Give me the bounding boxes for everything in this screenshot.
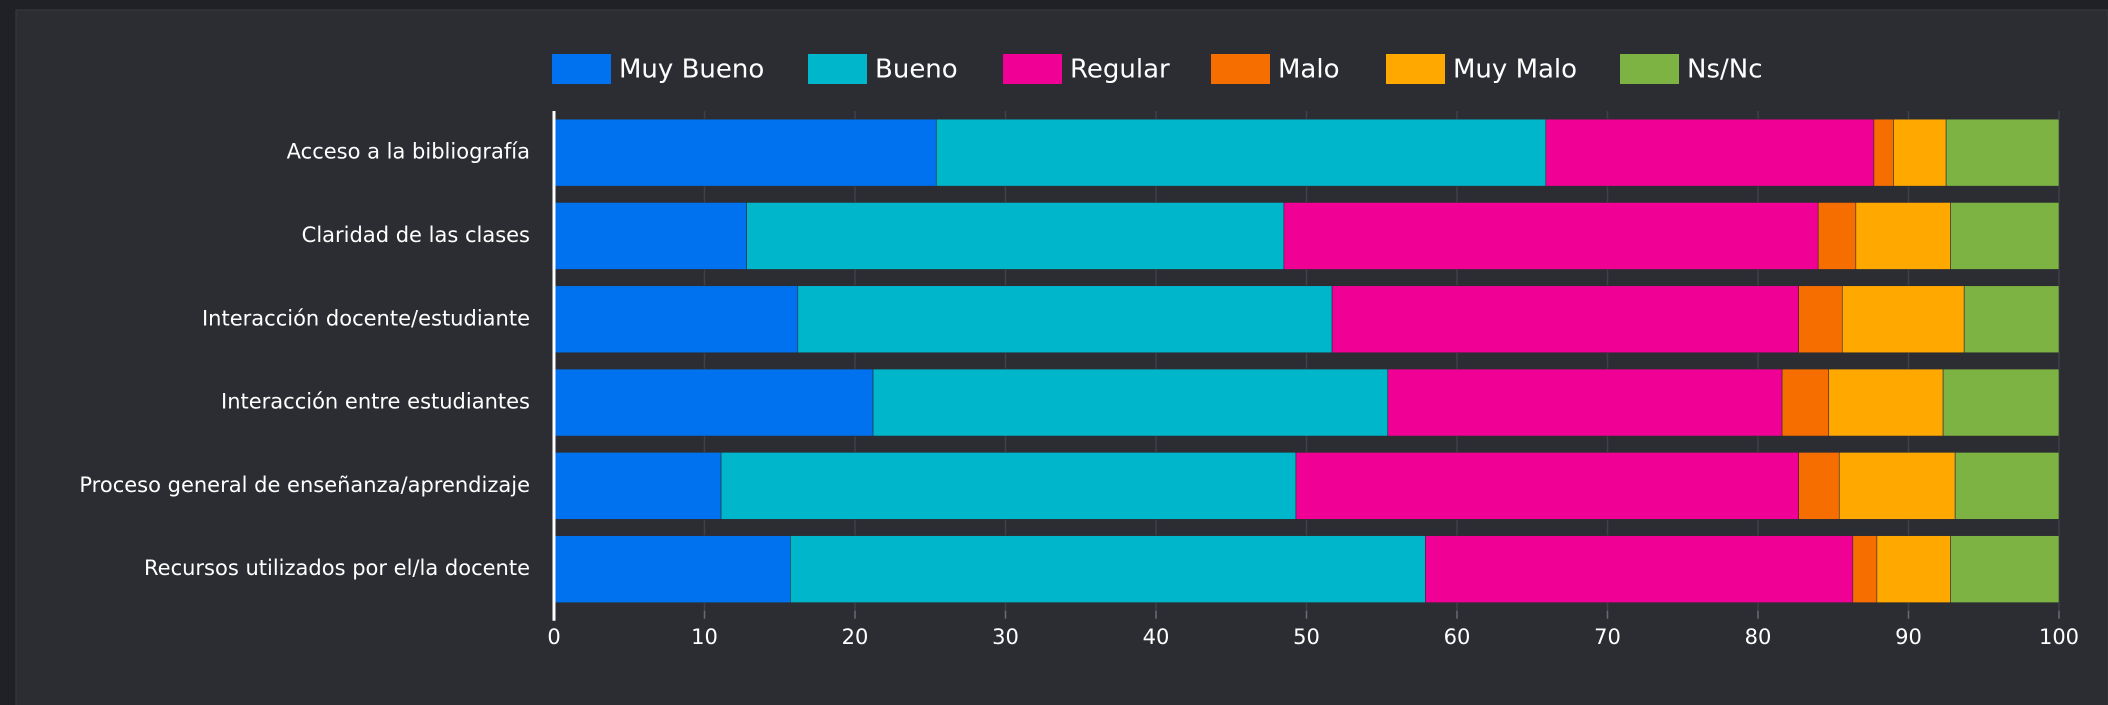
bar-segment [553, 452, 722, 520]
bar-segment [1798, 452, 1840, 520]
bar-segment [1855, 202, 1951, 270]
legend-swatch [1386, 54, 1445, 84]
x-tick-label: 40 [1143, 625, 1170, 649]
legend-label: Muy Malo [1453, 55, 1577, 85]
bar-segment [553, 118, 937, 187]
bar-segment [935, 118, 1547, 187]
legend-swatch [552, 54, 611, 84]
bar-segment [1950, 535, 2060, 603]
bar-segment [553, 202, 747, 270]
bar-segment [872, 368, 1389, 437]
y-tick-label: Proceso general de enseñanza/aprendizaje [79, 473, 530, 497]
legend-swatch [1211, 54, 1270, 84]
bar-segment [797, 285, 1333, 354]
legend-label: Bueno [875, 55, 958, 85]
legend-label: Malo [1278, 55, 1340, 85]
legend-swatch [808, 54, 867, 84]
bar-segment [1545, 118, 1875, 187]
x-tick-label: 0 [547, 625, 560, 649]
x-tick-label: 20 [842, 625, 869, 649]
bar-segment [1852, 535, 1878, 603]
bar-segment [1798, 285, 1843, 354]
bar-segment [746, 202, 1285, 270]
y-tick-label: Recursos utilizados por el/la docente [144, 556, 530, 580]
bar-segment [1841, 285, 1965, 354]
y-tick-label: Interacción docente/estudiante [202, 306, 530, 330]
y-tick-label: Claridad de las clases [302, 223, 530, 247]
bar-segment [1838, 452, 1956, 520]
bar-segment [1873, 118, 1894, 187]
bar-segment [720, 452, 1297, 520]
bar-segment [1295, 452, 1799, 520]
x-tick-label: 100 [2039, 625, 2079, 649]
legend-swatch [1620, 54, 1679, 84]
legend-label: Regular [1070, 55, 1170, 85]
legend-label: Muy Bueno [619, 55, 764, 85]
bar-segment [1331, 285, 1799, 354]
x-tick-label: 80 [1745, 625, 1772, 649]
bar-segment [1876, 535, 1951, 603]
x-tick-label: 60 [1444, 625, 1471, 649]
x-tick-label: 90 [1895, 625, 1922, 649]
y-tick-label: Interacción entre estudiantes [221, 390, 530, 414]
bar-segment [1963, 285, 2060, 354]
bar-segment [1283, 202, 1819, 270]
bar-segment [1950, 202, 2060, 270]
legend-label: Ns/Nc [1687, 55, 1763, 85]
bar-segment [1954, 452, 2060, 520]
x-tick-label: 10 [691, 625, 718, 649]
bar-segment [1817, 202, 1857, 270]
bar-segment [553, 535, 791, 603]
x-tick-label: 70 [1594, 625, 1621, 649]
bar-segment [553, 368, 874, 437]
bar-segment [1945, 118, 2060, 187]
x-tick-label: 30 [992, 625, 1019, 649]
bar-segment [789, 535, 1426, 603]
bar-segment [553, 285, 799, 354]
bar-segment [1387, 368, 1783, 437]
y-tick-label: Acceso a la bibliografía [287, 140, 530, 164]
bar-segment [1893, 118, 1947, 187]
bar-segment [1942, 368, 2060, 437]
bar-segment [1828, 368, 1944, 437]
x-tick-label: 50 [1293, 625, 1320, 649]
bar-segment [1425, 535, 1854, 603]
bar-segment [1781, 368, 1830, 437]
legend-swatch [1003, 54, 1062, 84]
